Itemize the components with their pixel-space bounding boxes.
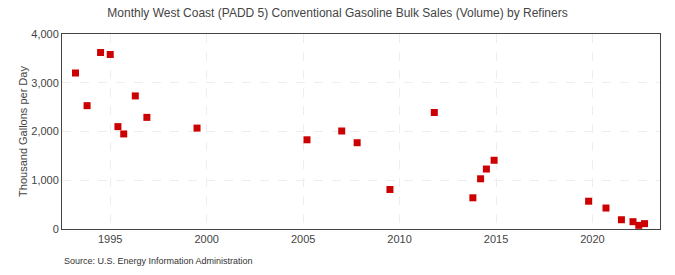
svg-text:2020: 2020 bbox=[580, 233, 604, 245]
svg-text:0: 0 bbox=[53, 223, 59, 235]
svg-text:2015: 2015 bbox=[484, 233, 508, 245]
svg-text:2005: 2005 bbox=[291, 233, 315, 245]
svg-text:1995: 1995 bbox=[98, 233, 122, 245]
svg-text:3,000: 3,000 bbox=[31, 77, 59, 89]
svg-text:2010: 2010 bbox=[387, 233, 411, 245]
svg-text:Source: U.S. Energy Informatio: Source: U.S. Energy Information Administ… bbox=[64, 256, 253, 266]
svg-text:2000: 2000 bbox=[194, 233, 218, 245]
svg-text:Monthly West Coast (PADD 5) Co: Monthly West Coast (PADD 5) Conventional… bbox=[107, 6, 567, 20]
svg-text:4,000: 4,000 bbox=[31, 28, 59, 40]
svg-text:2,000: 2,000 bbox=[31, 125, 59, 137]
svg-text:Thousand Gallons per Day: Thousand Gallons per Day bbox=[17, 66, 29, 197]
svg-text:1,000: 1,000 bbox=[31, 174, 59, 186]
